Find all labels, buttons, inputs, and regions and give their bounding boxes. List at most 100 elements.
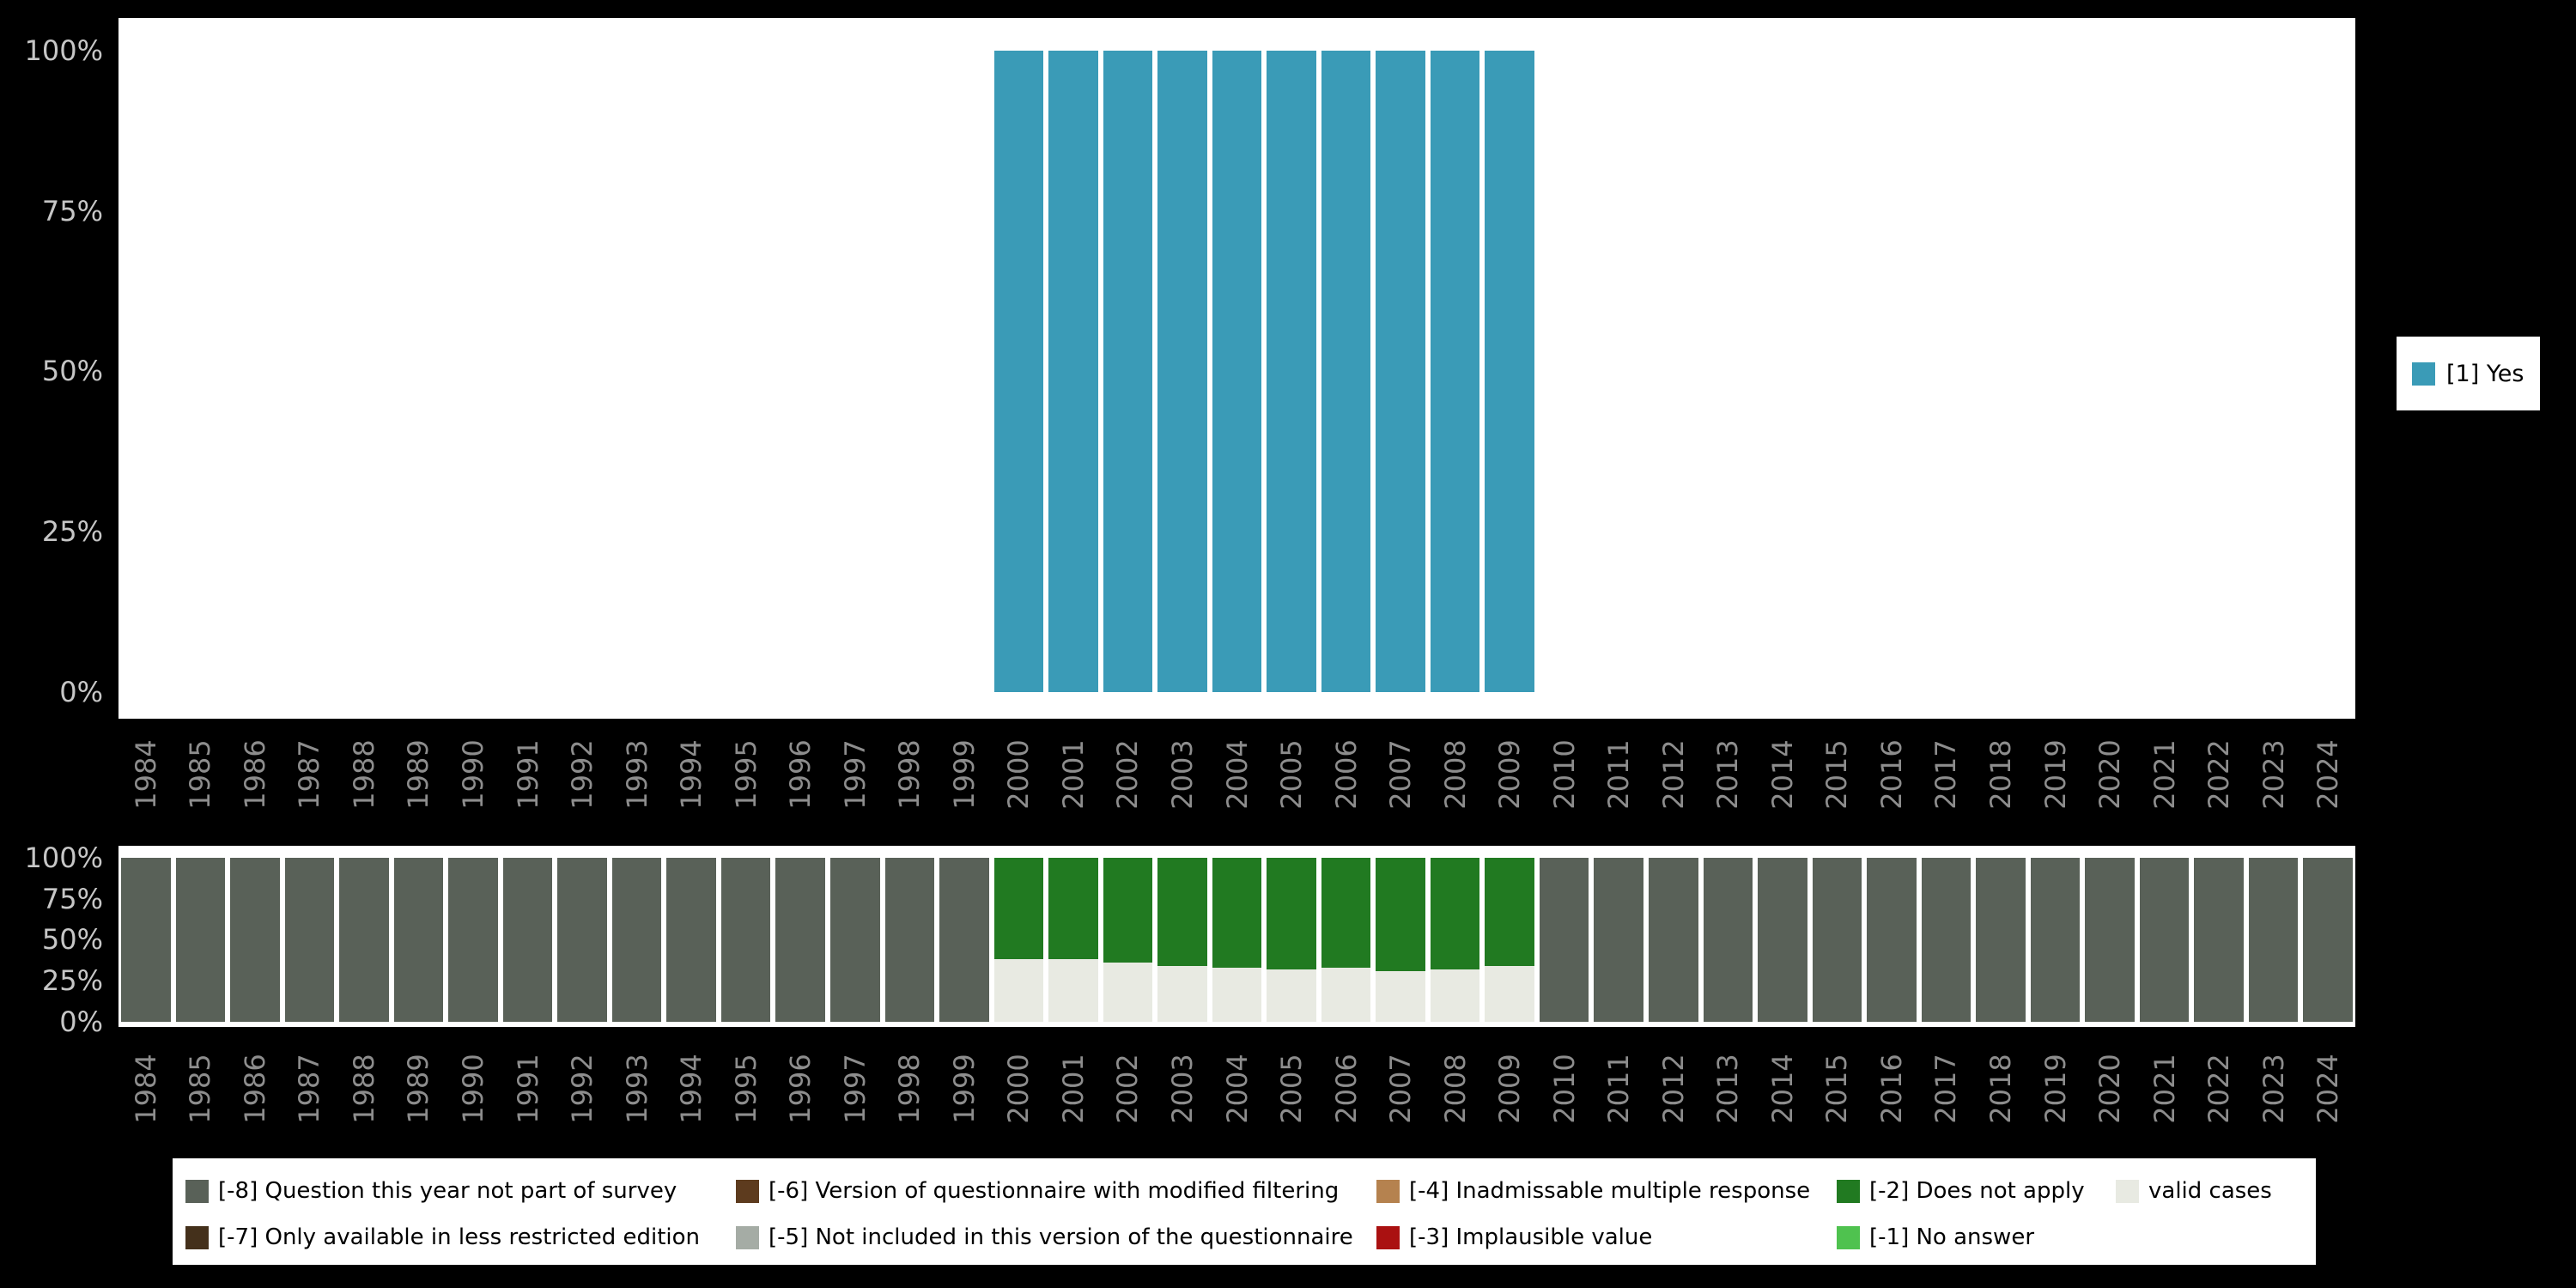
x-tick-label-1996: 1996 [784,739,817,810]
legend-item-label: [-4] Inadmissable multiple response [1409,1178,1811,1204]
bar-2007-yes [1376,51,1425,692]
x-tick-label-1988: 1988 [347,1054,380,1124]
legend-swatch-less-restricted-edition-icon [185,1225,209,1249]
bar-1986-question-not-part-of-survey [230,858,280,1022]
legend-item-inadmissable-multiple-response: [-4] Inadmissable multiple response [1376,1176,1810,1206]
x-tick-label-2011: 2011 [1602,739,1636,810]
x-tick-label-2023: 2023 [2257,1054,2290,1124]
x-tick-label-1986: 1986 [238,1054,271,1124]
x-tick-label-1985: 1985 [184,739,217,810]
main-chart-plot [118,18,2355,719]
bar-2001-yes [1048,51,1098,692]
bar-2009-does-not-apply [1485,858,1534,967]
x-tick-label-1985: 1985 [184,1054,217,1124]
x-tick-label-1990: 1990 [456,739,489,810]
x-tick-label-2020: 2020 [2093,1054,2127,1124]
legend-item-label: [-7] Only available in less restricted e… [218,1224,701,1250]
bar-2008-valid-cases [1430,969,1480,1022]
x-tick-label-1987: 1987 [293,739,326,810]
x-tick-label-2000: 2000 [1002,1054,1036,1124]
x-tick-label-2001: 2001 [1056,1054,1090,1124]
x-tick-label-1992: 1992 [566,1054,599,1124]
x-tick-label-1989: 1989 [402,739,435,810]
bar-2022-question-not-part-of-survey [2194,858,2244,1022]
bar-2008-does-not-apply [1430,858,1480,969]
legend-item-label: [-6] Version of questionnaire with modif… [769,1178,1340,1204]
legend-item-label: [-3] Implausible value [1409,1224,1653,1250]
bar-1990-question-not-part-of-survey [448,858,498,1022]
bar-2009-yes [1485,51,1534,692]
x-tick-label-2003: 2003 [1165,1054,1199,1124]
x-tick-label-2015: 2015 [1820,739,1854,810]
bar-1988-question-not-part-of-survey [339,858,389,1022]
bar-1985-question-not-part-of-survey [175,858,226,1022]
legend-item-valid-cases: valid cases [2116,1176,2272,1206]
legend-item-question-not-part-of-survey: [-8] Question this year not part of surv… [185,1176,677,1206]
bar-2017-question-not-part-of-survey [1921,858,1971,1022]
series-legend: [1] Yes [2397,337,2540,410]
x-tick-label-1998: 1998 [893,739,927,810]
bar-2008-yes [1430,51,1480,692]
legend-item-label: [-2] Does not apply [1869,1178,2085,1204]
x-tick-label-1995: 1995 [729,1054,762,1124]
legend-item-less-restricted-edition: [-7] Only available in less restricted e… [185,1222,700,1253]
bar-1992-question-not-part-of-survey [557,858,607,1022]
bar-2016-question-not-part-of-survey [1867,858,1917,1022]
x-tick-label-2021: 2021 [2148,739,2181,810]
legend-swatch-question-not-part-of-survey-icon [185,1179,209,1203]
x-tick-label-2007: 2007 [1384,739,1418,810]
x-tick-label-2013: 2013 [1711,739,1745,810]
x-tick-label-2015: 2015 [1820,1054,1854,1124]
x-tick-label-2019: 2019 [2038,1054,2072,1124]
bar-2009-valid-cases [1485,966,1534,1022]
bar-2004-does-not-apply [1212,858,1262,968]
x-tick-label-1995: 1995 [729,739,762,810]
yes-legend-swatch-icon [2412,361,2435,386]
x-tick-label-2022: 2022 [2202,739,2236,810]
x-tick-label-1986: 1986 [238,739,271,810]
x-tick-label-1993: 1993 [620,1054,653,1124]
x-tick-label-2005: 2005 [1275,739,1309,810]
bar-1993-question-not-part-of-survey [611,858,662,1022]
x-tick-label-2009: 2009 [1493,739,1527,810]
bar-2018-question-not-part-of-survey [1976,858,2026,1022]
legend-swatch-valid-cases-icon [2116,1179,2139,1203]
bar-1996-question-not-part-of-survey [775,858,825,1022]
x-tick-label-2006: 2006 [1329,739,1363,810]
x-tick-label-2004: 2004 [1220,739,1254,810]
x-tick-label-2021: 2021 [2148,1054,2181,1124]
x-tick-label-2024: 2024 [2312,739,2345,810]
bar-2002-valid-cases [1103,963,1153,1022]
x-tick-label-2024: 2024 [2312,1054,2345,1124]
missing-values-legend: [-8] Question this year not part of surv… [173,1158,2316,1265]
x-tick-label-2001: 2001 [1056,739,1090,810]
x-tick-label-2006: 2006 [1329,1054,1363,1124]
x-tick-label-2010: 2010 [1547,739,1581,810]
bar-1994-question-not-part-of-survey [666,858,716,1022]
legend-swatch-no-answer-icon [1837,1225,1860,1249]
x-tick-label-1991: 1991 [511,1054,544,1124]
y-tick-label: 100% [24,841,103,874]
legend-swatch-not-in-this-version-icon [736,1225,759,1249]
bar-2006-yes [1321,51,1371,692]
bar-1995-question-not-part-of-survey [720,858,771,1022]
bar-2005-valid-cases [1267,969,1316,1022]
bar-2014-question-not-part-of-survey [1758,858,1807,1022]
x-tick-label-2017: 2017 [1929,1054,1963,1124]
x-tick-label-2020: 2020 [2093,739,2127,810]
legend-item-label: valid cases [2148,1178,2272,1204]
x-tick-label-1988: 1988 [347,739,380,810]
x-tick-label-2008: 2008 [1438,739,1472,810]
x-tick-label-2012: 2012 [1656,1054,1690,1124]
bar-1997-question-not-part-of-survey [829,858,880,1022]
x-tick-label-2013: 2013 [1711,1054,1745,1124]
x-tick-label-2018: 2018 [1984,739,2017,810]
x-tick-label-2010: 2010 [1547,1054,1581,1124]
bar-2021-question-not-part-of-survey [2139,858,2190,1022]
bar-2005-yes [1267,51,1316,692]
x-tick-label-1987: 1987 [293,1054,326,1124]
bar-2010-question-not-part-of-survey [1539,858,1589,1022]
x-tick-label-2022: 2022 [2202,1054,2236,1124]
x-tick-label-1999: 1999 [947,739,981,810]
legend-item-not-in-this-version: [-5] Not included in this version of the… [736,1222,1353,1253]
